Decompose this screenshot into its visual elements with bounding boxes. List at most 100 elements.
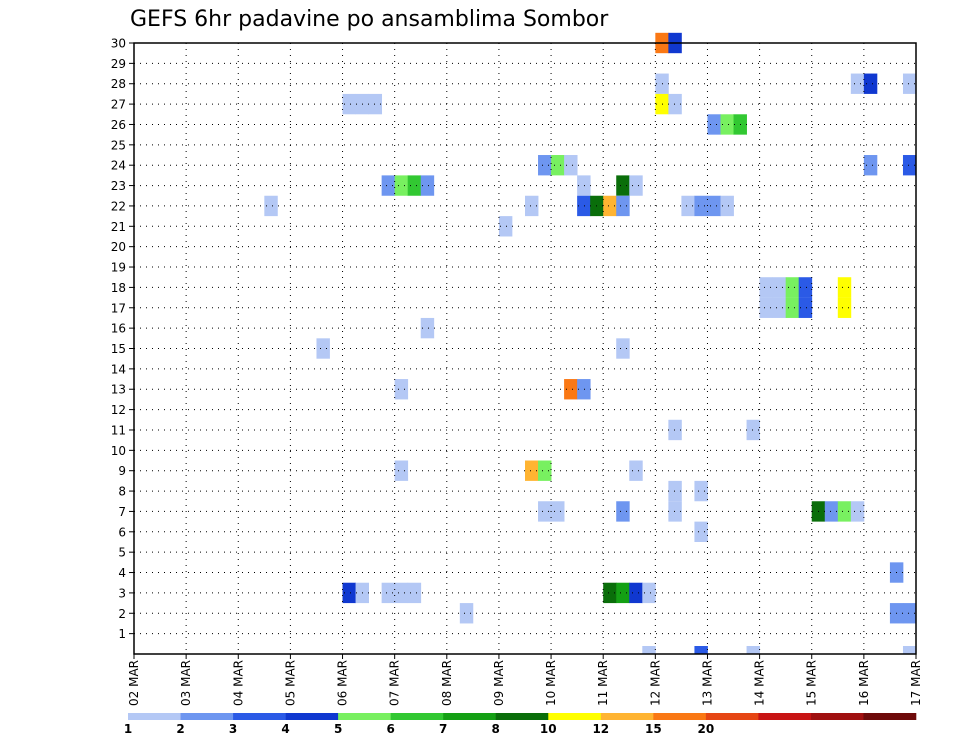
precip-cell [616,501,630,522]
precip-cell [342,93,356,115]
precip-cell [850,73,865,94]
colorbar-swatch [705,713,759,720]
precip-cell [603,195,617,217]
colorbar-label: 7 [439,722,447,736]
y-tick-label: 16 [111,322,126,336]
y-tick-label: 17 [111,301,126,315]
precip-cell [525,460,539,481]
chart-title: GEFS 6hr padavine po ansamblima Sombor [130,7,609,32]
y-tick-label: 29 [111,57,126,71]
y-tick-label: 22 [111,199,126,213]
x-tick-label: 17 MAR [909,660,923,706]
precip-cell [642,582,656,604]
precip-cell [420,175,435,196]
colorbar-label: 10 [540,722,557,736]
y-tick-label: 27 [111,98,126,112]
precip-cell [616,338,630,359]
colorbar-swatch [233,713,286,720]
x-tick-label: 12 MAR [648,660,662,706]
x-tick-label: 06 MAR [336,660,350,706]
y-tick-label: 19 [111,261,126,275]
colorbar-label: 2 [176,722,184,736]
y-tick-label: 10 [111,444,126,458]
precip-cell [407,582,422,604]
precip-cell [668,419,682,441]
precip-cell [316,338,330,359]
precip-cell [551,155,565,176]
y-tick-label: 25 [111,138,126,152]
precip-cell [525,195,539,217]
y-tick-label: 11 [111,423,126,437]
x-tick-label: 11 MAR [596,660,610,706]
y-tick-label: 7 [118,505,126,519]
precip-cell [577,175,591,196]
precip-cell [707,114,721,135]
colorbar-label: 3 [229,722,237,736]
y-tick-label: 1 [118,627,126,641]
colorbar-swatch [285,713,339,720]
precip-cell [902,646,917,654]
colorbar-swatch [338,713,391,720]
x-tick-label: 02 MAR [127,660,141,706]
x-tick-label: 04 MAR [231,660,245,706]
colorbar-label: 12 [592,722,609,736]
precip-cell [772,297,787,318]
y-tick-label: 2 [118,607,126,621]
precip-cell [394,582,409,604]
x-tick-label: 10 MAR [544,660,558,706]
precip-cell [837,501,852,522]
precip-cell [837,277,852,298]
y-tick-label: 21 [111,220,126,234]
precip-cell [720,195,734,217]
precip-cell [759,277,774,298]
colorbar-swatch [758,713,812,720]
y-tick-label: 3 [118,586,126,600]
precip-cell [759,297,774,318]
y-tick-label: 20 [111,240,126,254]
precip-cell [577,195,591,217]
precip-cell [668,93,682,115]
x-tick-label: 09 MAR [492,660,506,706]
x-tick-label: 14 MAR [753,660,767,706]
precip-cell [629,582,643,604]
precip-cell [707,195,721,217]
x-tick-label: 05 MAR [283,660,297,706]
colorbar-label: 15 [645,722,662,736]
y-tick-label: 18 [111,281,126,295]
y-tick-label: 13 [111,383,126,397]
precip-cell [394,460,409,481]
colorbar-label: 1 [124,722,132,736]
y-tick-label: 8 [118,485,126,499]
precip-cell [459,603,474,624]
y-tick-label: 5 [118,546,126,560]
precip-cell [629,460,643,481]
y-tick-label: 15 [111,342,126,356]
x-tick-label: 08 MAR [440,660,454,706]
precip-cell [616,195,630,217]
precip-cell [629,175,643,196]
precip-cell [342,582,356,604]
colorbar-label: 6 [386,722,394,736]
precip-cell [863,73,878,94]
precip-cell [837,297,852,318]
colorbar-swatch [443,713,497,720]
precip-cell [902,603,917,624]
precip-cell [420,317,435,339]
y-tick-label: 24 [111,159,126,173]
precip-cell [863,155,878,176]
precip-cell [694,195,708,217]
colorbar-swatch [653,713,707,720]
precip-cells [264,32,917,654]
y-axis: 1234567891011121314151617181920212223242… [111,37,134,641]
precip-cell [603,582,617,604]
y-tick-label: 14 [111,362,126,376]
colorbar-swatch [548,713,602,720]
precip-cell [694,480,708,502]
colorbar-label: 5 [334,722,342,736]
precip-cell [668,501,682,522]
precip-cell [720,114,734,135]
grid-lines [134,42,917,654]
y-tick-label: 30 [111,37,126,51]
precip-cell [381,582,396,604]
